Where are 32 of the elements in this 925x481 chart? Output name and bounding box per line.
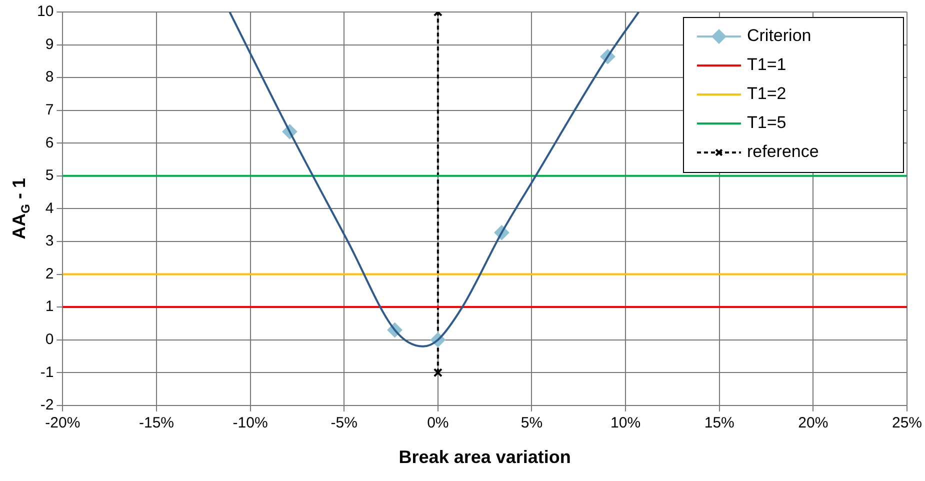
y-axis-title: AAG - 1	[8, 178, 32, 240]
y-tick-label: 6	[45, 134, 54, 152]
legend-label: T1=1	[746, 55, 786, 74]
point	[433, 368, 442, 378]
legend-label: T1=5	[746, 113, 786, 132]
y-tick-label: 9	[45, 36, 54, 53]
y-tick-label: -2	[40, 396, 54, 414]
line-series	[228, 12, 640, 348]
legend-label: T1=2	[746, 84, 786, 104]
y-tick-label: 8	[45, 68, 54, 86]
x-tick-label: -10%	[232, 414, 268, 432]
legend-label: Criterion	[746, 26, 812, 46]
y-tick-label: 0	[45, 330, 54, 348]
x-tick-label: -15%	[138, 414, 174, 432]
x-tick-label: 15%	[704, 414, 734, 432]
x-tick-label: 5%	[520, 414, 543, 432]
y-tick-label: 1	[45, 298, 54, 316]
x-axis-title: Break area variation	[398, 447, 571, 468]
x-tick-label: 0%	[427, 414, 449, 432]
x-tick-label: 25%	[892, 414, 922, 432]
y-tick-label: 10	[36, 3, 54, 20]
x-tick-label: 20%	[798, 414, 828, 432]
x-tick-label: -20%	[45, 414, 80, 432]
y-tick-label: -1	[40, 364, 54, 381]
y-tick-label: 7	[45, 101, 54, 118]
x-tick-label: 10%	[610, 414, 641, 432]
y-tick-label: 4	[45, 200, 54, 217]
y-tick-label: 3	[45, 232, 54, 250]
y-tick-label: 5	[45, 167, 54, 184]
legend-label: reference	[746, 142, 819, 162]
y-tick-label: 2	[45, 265, 54, 282]
x-tick-label: -5%	[330, 414, 358, 432]
